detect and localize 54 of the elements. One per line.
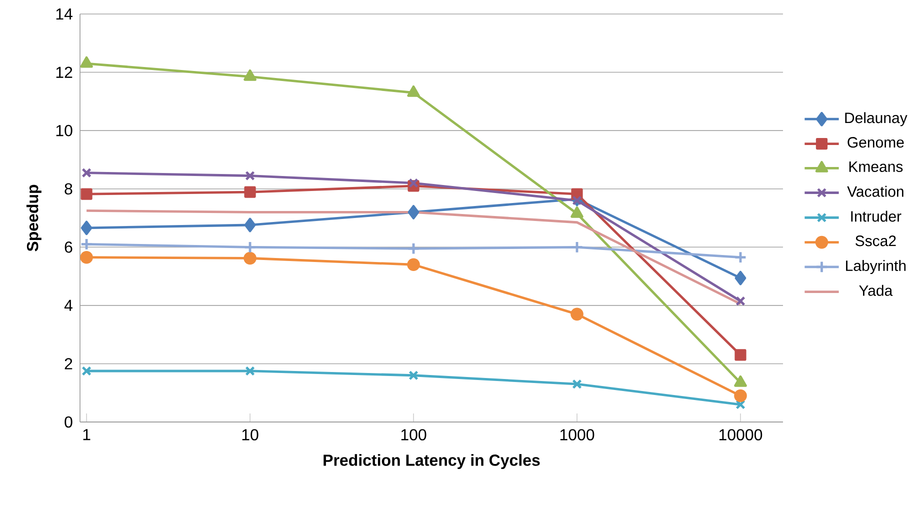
point [407, 258, 420, 272]
point [408, 178, 418, 188]
point [572, 196, 582, 206]
point [244, 186, 256, 198]
point [408, 370, 418, 380]
legend-label: Delaunay [845, 112, 908, 126]
point [80, 250, 93, 264]
legend-label: Genome [848, 137, 904, 148]
x-tick-label: 1000 [560, 429, 594, 440]
point [80, 220, 92, 236]
point [407, 85, 420, 97]
y-tick-label: 14 [56, 8, 72, 20]
point [570, 206, 584, 218]
x-tick-label: 10 [242, 429, 258, 440]
point [80, 238, 93, 251]
point [245, 170, 255, 181]
legend-label: Labyrinth [846, 260, 906, 274]
legend-label: Vacation [847, 186, 904, 197]
y-axis-title: Speedup [26, 184, 42, 252]
legend-label: Kmeans [849, 162, 903, 172]
y-tick-label: 2 [64, 358, 72, 370]
point [736, 296, 746, 306]
point [82, 366, 92, 376]
point [407, 242, 420, 255]
y-tick-label: 6 [64, 241, 72, 253]
point [572, 379, 582, 389]
legend-label: Intruder [851, 210, 902, 222]
y-tick-label: 12 [56, 66, 72, 78]
legend-label: Yada [859, 284, 893, 296]
point [570, 240, 584, 254]
point [734, 349, 746, 361]
point [734, 250, 747, 264]
point [244, 240, 256, 254]
point [408, 204, 420, 220]
point [244, 218, 256, 232]
point [244, 69, 256, 81]
point [734, 389, 747, 402]
point [80, 56, 93, 68]
y-tick-label: 8 [64, 183, 72, 195]
x-axis-title: Prediction Latency in Cycles [324, 454, 540, 470]
y-tick-label: 4 [64, 300, 72, 311]
x-tick-label: 1 [83, 429, 90, 440]
y-tick-label: 10 [56, 124, 72, 136]
x-tick-label: 10000 [719, 429, 762, 440]
point [570, 308, 584, 321]
point [80, 188, 92, 200]
point [736, 400, 746, 410]
x-tick-label: 100 [401, 429, 426, 440]
y-tick-label: 0 [64, 416, 72, 428]
legend-label: Ssca2 [856, 236, 896, 246]
point [245, 366, 255, 376]
point [734, 270, 746, 286]
point [244, 252, 256, 265]
point [82, 168, 92, 178]
